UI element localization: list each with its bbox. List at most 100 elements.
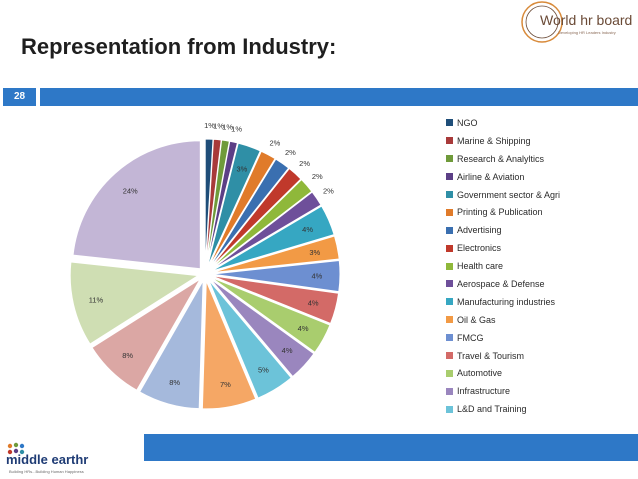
brand-tagline: Developing HR Leaders Industry [558,30,616,35]
pie-slice [69,261,200,345]
legend-entry: FMCG [446,329,616,347]
middle-earth-hr-logo [7,442,25,455]
footer-brand-name: middle earthr [6,452,89,467]
legend-entry: Marine & Shipping [446,132,616,150]
pie-slice [209,167,302,270]
legend-label: Manufacturing industries [457,296,556,307]
pie-slice [210,191,322,271]
footer-accent-bar [144,434,638,461]
pie-data-label: 4% [298,324,309,333]
legend-label: Airline & Aviation [457,171,525,182]
legend-swatch [446,262,453,270]
pie-slice [209,178,313,270]
pie-data-label: 4% [311,272,322,281]
chart-legend: NGO Marine & Shipping Research & Analyltic… [446,114,616,418]
pie-data-label: 2% [285,148,296,157]
header-accent-bar [40,88,638,106]
pie-data-label: 4% [302,225,313,234]
legend-swatch [446,208,453,216]
logo-dot [7,443,13,449]
legend-entry: Advertising [446,221,616,239]
legend-label: Printing & Publication [457,207,543,218]
legend-label: Marine & Shipping [457,135,531,146]
pie-data-label: 2% [312,172,323,181]
pie-data-label: 1% [213,122,224,131]
logo-dot [13,448,19,454]
footer-brand-tagline: Building HRs...Building Human Happiness [9,469,84,474]
legend-swatch [446,405,453,413]
pie-data-label: 2% [269,138,280,147]
legend-swatch [446,155,453,163]
legend-label: Travel & Tourism [457,350,525,361]
legend-entry: Electronics [446,239,616,257]
legend-label: L&D and Training [457,404,527,415]
legend-entry: Automotive [446,364,616,382]
legend-entry: Health care [446,257,616,275]
pie-slice [205,140,239,268]
pie-slice [211,235,340,274]
legend-label: Government sector & Agri [457,189,561,200]
pie-slice [211,205,335,272]
logo-dot [7,449,13,455]
pie-data-label: 1% [222,123,233,132]
legend-entry: NGO [446,114,616,132]
pie-slice [209,278,315,378]
legend-entry: L&D and Training [446,400,616,418]
legend-label: Automotive [457,368,503,379]
pie-data-label: 5% [258,366,269,375]
legend-label: NGO [457,117,478,128]
pie-slice [91,278,201,391]
legend-swatch [446,316,453,324]
legend-entry: Manufacturing industries [446,293,616,311]
pie-data-label: 2% [323,187,334,196]
page-number: 28 [3,88,36,106]
pie-data-label: 4% [308,299,319,308]
pie-slice [207,150,276,269]
logo-dot [19,443,25,449]
slide-title: Representation from Industry: [21,34,337,59]
pie-slice [72,140,201,270]
legend-entry: Oil & Gas [446,311,616,329]
pie-slice [206,142,261,268]
legend-swatch [446,369,453,377]
pie-data-label: 1% [204,121,215,130]
pie-slice [211,259,341,293]
legend-label: Electronics [457,243,502,254]
pie-data-label: 24% [123,187,138,196]
legend-entry: Government sector & Agri [446,186,616,204]
world-hr-board-logo [521,1,563,43]
legend-swatch [446,334,453,342]
logo-dot [19,449,25,455]
pie-data-label: 3% [309,248,320,257]
legend-label: Oil & Gas [457,314,496,325]
pie-slice [138,280,204,410]
legend-label: Aerospace & Defense [457,278,545,289]
legend-swatch [446,191,453,198]
brand-title: World hr board [540,12,633,28]
legend-label: Research & Analyltics [457,153,545,164]
logo-ring-outer [521,1,563,43]
pie-slice [210,276,331,353]
legend-label: FMCG [457,332,484,343]
legend-label: Advertising [457,225,502,236]
legend-entry: Travel & Tourism [446,347,616,365]
legend-entry: Aerospace & Defense [446,275,616,293]
legend-entry: Printing & Publication [446,203,616,221]
pie-data-label: 1% [231,124,242,133]
legend-swatch [446,173,453,181]
legend-swatch [446,226,453,234]
pie-data-label: 11% [89,295,104,304]
pie-slice [208,158,290,269]
legend-swatch [446,280,453,288]
pie-slice [208,279,292,399]
legend-swatch [446,387,453,395]
legend-swatch [446,137,453,145]
pie-slice [201,280,257,410]
logo-dot [13,442,19,448]
pie-data-label: 7% [220,380,231,389]
pie-data-label: 4% [282,346,293,355]
legend-entry: Research & Analyltics [446,150,616,168]
legend-swatch [446,352,453,360]
legend-label: Health care [457,261,504,272]
logo-ring-inner [525,5,559,39]
